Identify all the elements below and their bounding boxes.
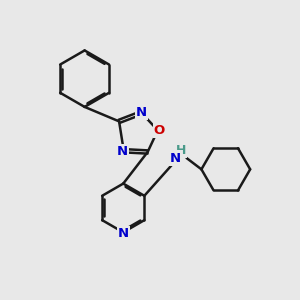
Text: N: N: [118, 227, 129, 240]
Text: N: N: [117, 145, 128, 158]
Text: O: O: [154, 124, 165, 137]
Text: N: N: [136, 106, 147, 119]
Text: N: N: [170, 152, 181, 164]
Text: H: H: [176, 143, 186, 157]
